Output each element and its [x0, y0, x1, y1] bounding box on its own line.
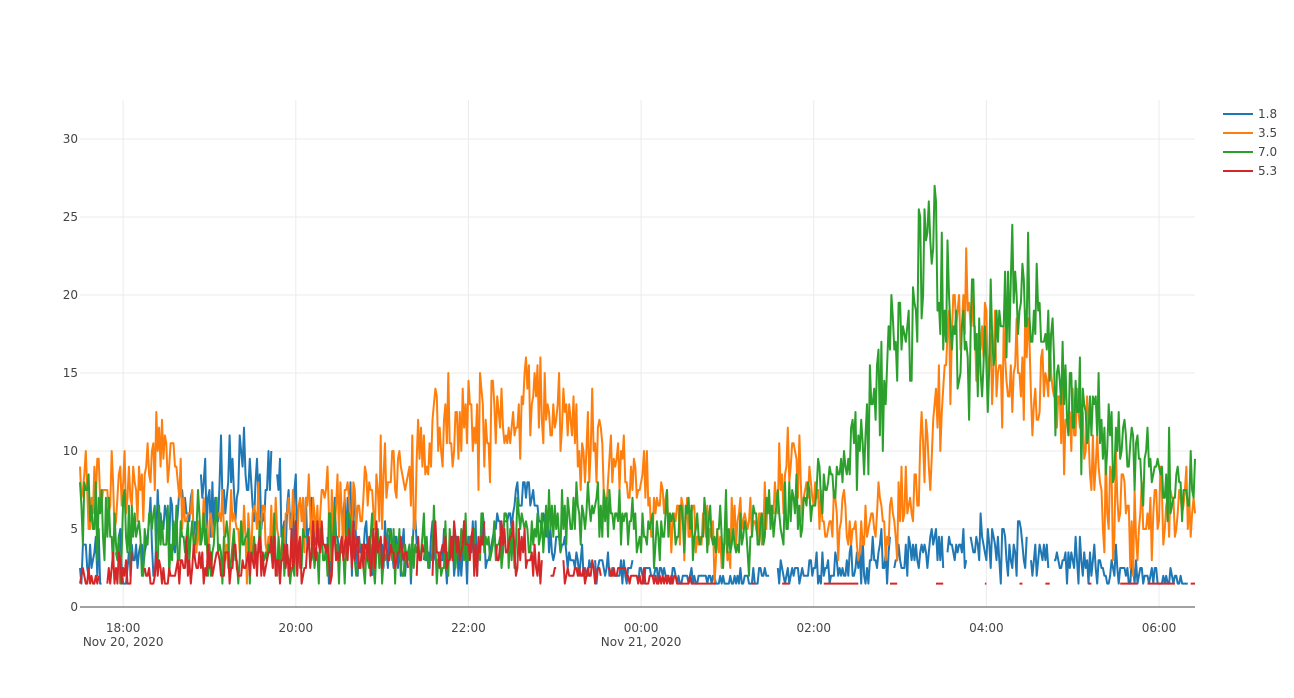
- legend-label: 3.5: [1258, 126, 1277, 140]
- y-tick-label: 0: [70, 600, 78, 614]
- plot-area[interactable]: [79, 184, 1196, 585]
- series-line-3-5[interactable]: [79, 247, 1196, 585]
- x-tick-label: 02:00: [796, 621, 831, 635]
- legend-label: 5.3: [1258, 164, 1277, 178]
- legend-item[interactable]: 3.5: [1223, 126, 1277, 140]
- y-tick-label: 30: [63, 132, 78, 146]
- series-line-5-3[interactable]: [79, 520, 1195, 585]
- legend-item[interactable]: 7.0: [1223, 145, 1277, 159]
- x-tick-label: 18:00: [106, 621, 141, 635]
- x-tick-label: 00:00: [624, 621, 659, 635]
- legend-item[interactable]: 1.8: [1223, 107, 1277, 121]
- series-line-7-0[interactable]: [79, 184, 1196, 585]
- y-tick-label: 25: [63, 210, 78, 224]
- x-tick-label: 04:00: [969, 621, 1004, 635]
- y-tick-label: 5: [70, 522, 78, 536]
- x-tick-label: 20:00: [279, 621, 314, 635]
- y-axis: 0 5 10 15 20 25 30: [63, 132, 78, 614]
- x-tick-label: 06:00: [1142, 621, 1177, 635]
- y-tick-label: 20: [63, 288, 78, 302]
- legend-label: 1.8: [1258, 107, 1277, 121]
- legend-item[interactable]: 5.3: [1223, 164, 1277, 178]
- legend[interactable]: 1.8 3.5 7.0 5.3: [1223, 107, 1277, 178]
- y-tick-label: 15: [63, 366, 78, 380]
- x-tick-date-label: Nov 20, 2020: [83, 635, 164, 649]
- legend-label: 7.0: [1258, 145, 1277, 159]
- x-tick-label: 22:00: [451, 621, 486, 635]
- x-tick-date-label: Nov 21, 2020: [601, 635, 682, 649]
- y-tick-label: 10: [63, 444, 78, 458]
